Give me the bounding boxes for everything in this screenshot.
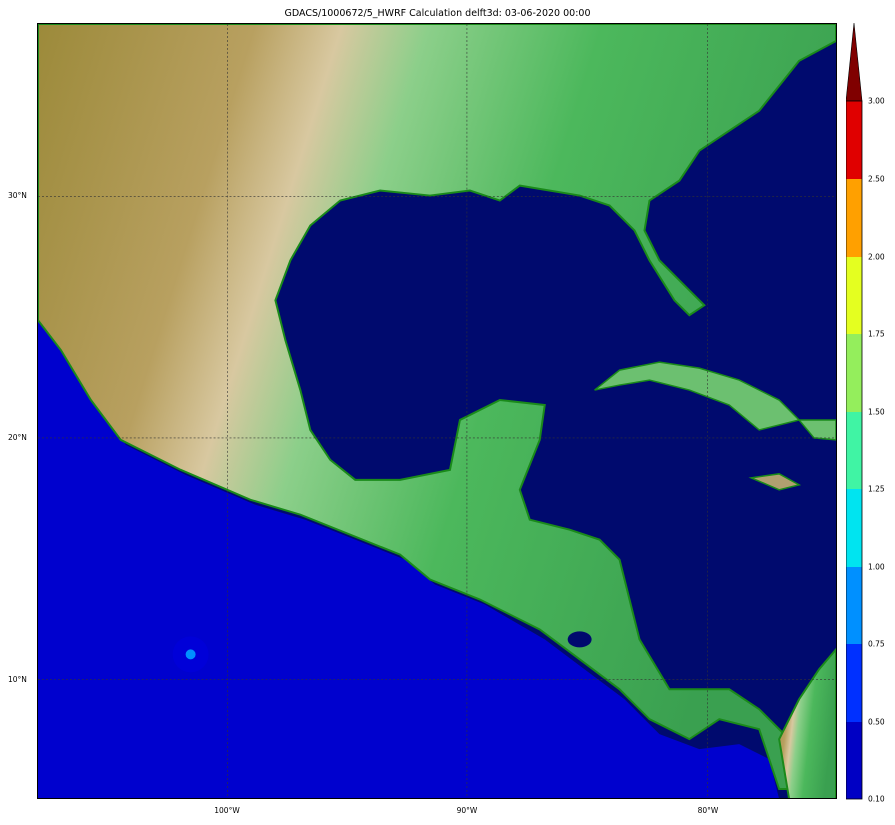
- colorbar-tick-label: 0.50: [868, 717, 885, 727]
- colorbar-segment: [846, 334, 862, 412]
- colorbar-segment: [846, 489, 862, 567]
- colorbar-tick-label: 0.10: [868, 794, 885, 804]
- lat-label-30n: 30°N: [8, 191, 27, 200]
- colorbar-tick-label: 2.00: [868, 252, 885, 262]
- colorbar-tick-label: 1.00: [868, 562, 885, 572]
- colorbar-segment: [846, 412, 862, 489]
- lon-label-80w: 80°W: [697, 806, 719, 815]
- colorbar-segment: [846, 179, 862, 257]
- map-plot: [37, 23, 837, 799]
- colorbar-tick-label: 2.50: [868, 174, 885, 184]
- colorbar-tick-label: 1.75: [868, 329, 885, 339]
- colorbar-tick-label: 1.25: [868, 484, 885, 494]
- land-mainland: [38, 24, 836, 791]
- graticule: [38, 24, 836, 798]
- lat-label-20n: 20°N: [8, 433, 27, 442]
- land-south-america: [778, 647, 836, 798]
- lon-label-90w: 90°W: [456, 806, 478, 815]
- land-jamaica: [748, 473, 802, 491]
- colorbar-tick-label: 1.50: [868, 407, 885, 417]
- surge-spot-core: [185, 649, 196, 660]
- colorbar-segment: [846, 101, 862, 179]
- lon-label-100w: 100°W: [214, 806, 240, 815]
- colorbar-tick-label: 3.00: [868, 96, 885, 106]
- lat-label-10n: 10°N: [8, 675, 27, 684]
- land-hispaniola: [797, 419, 836, 441]
- map-title: GDACS/1000672/5_HWRF Calculation delft3d…: [284, 8, 591, 19]
- colorbar: [846, 23, 863, 800]
- coastal-surge-band: [38, 300, 779, 798]
- colorbar-tick-label: 0.75: [868, 639, 885, 649]
- colorbar-segment: [846, 257, 862, 334]
- colorbar-segment: [846, 567, 862, 644]
- colorbar-segment: [846, 722, 862, 799]
- lake-nicaragua: [567, 631, 592, 648]
- colorbar-segment: [846, 644, 862, 722]
- colorbar-extend-arrow: [846, 23, 863, 102]
